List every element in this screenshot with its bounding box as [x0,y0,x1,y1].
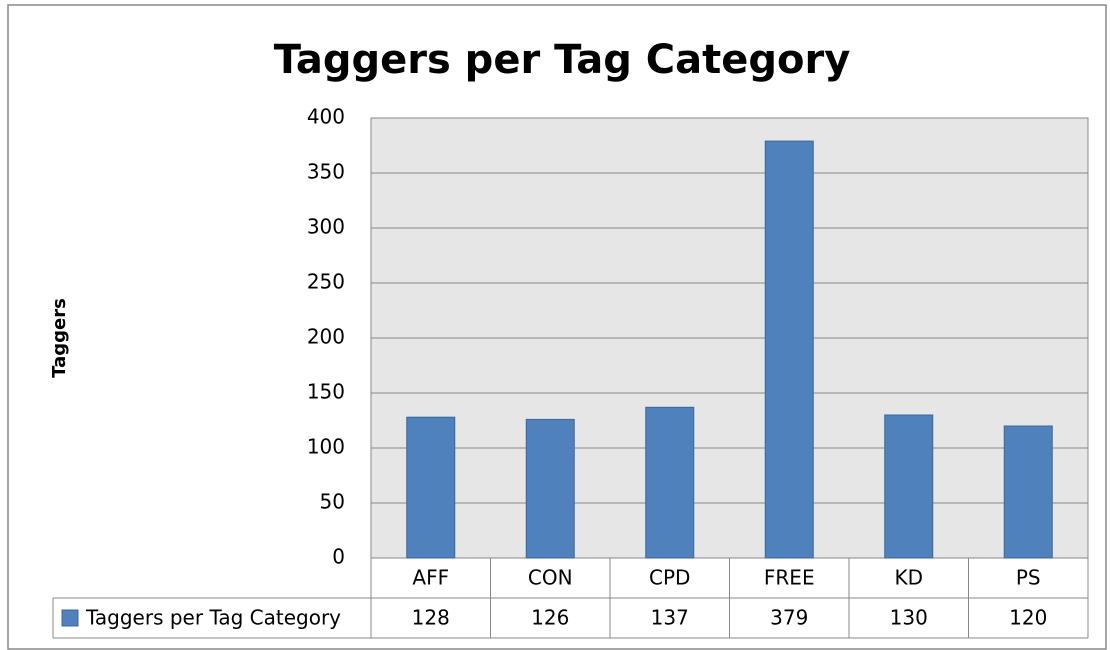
bar [884,414,934,559]
bar [406,416,456,559]
x-tick-label: KD [894,566,923,590]
x-tick-label: PS [1016,566,1041,590]
y-tick-label: 250 [307,270,345,294]
y-tick-label: 200 [307,325,345,349]
bar [645,406,695,559]
bar [525,418,575,559]
table-value: 137 [651,606,689,630]
y-axis-title: Taggers [49,298,70,378]
y-tick-label: 150 [307,380,345,404]
x-tick-label: AFF [412,566,449,590]
x-tick-label: FREE [764,566,815,590]
chart-title: Taggers per Tag Category [274,37,851,83]
bar [1003,425,1053,559]
table-value: 379 [770,606,808,630]
y-tick-label: 300 [307,215,345,239]
bar [764,140,814,559]
legend-label: Taggers per Tag Category [85,606,341,630]
y-tick-label: 50 [320,490,345,514]
table-value: 120 [1009,606,1047,630]
y-tick-label: 100 [307,435,345,459]
table-value: 126 [531,606,569,630]
x-tick-label: CON [528,566,573,590]
y-tick-label: 0 [332,545,345,569]
y-tick-label: 350 [307,160,345,184]
table-value: 128 [412,606,450,630]
y-tick-label: 400 [307,105,345,129]
table-value: 130 [890,606,928,630]
x-tick-label: CPD [649,566,690,590]
legend-key [61,609,79,627]
